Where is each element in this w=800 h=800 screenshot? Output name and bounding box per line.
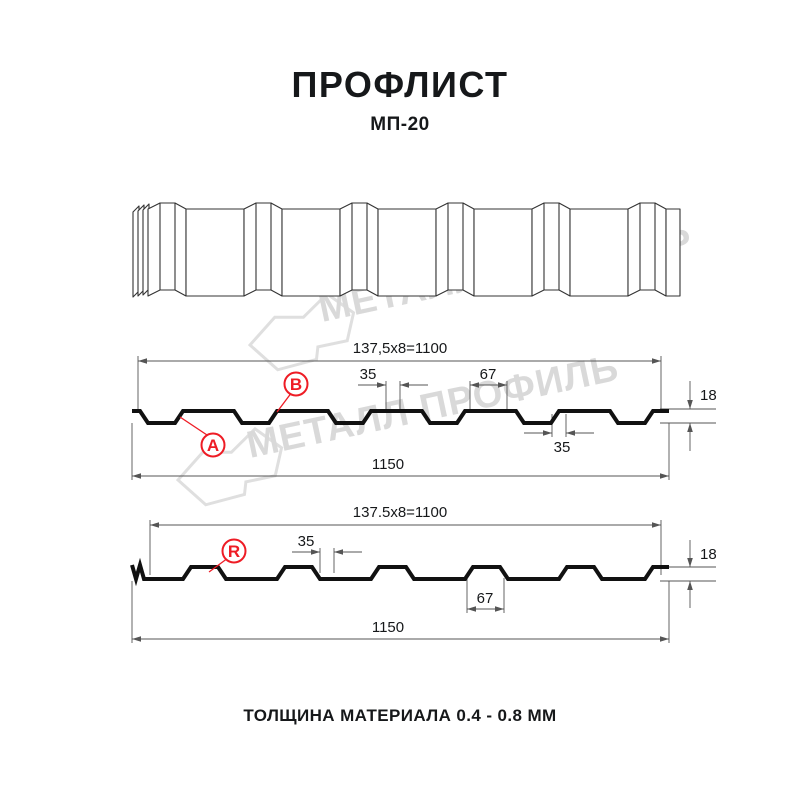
profile-top-section: 137,5x8=1100 35 67 bbox=[131, 340, 717, 480]
material-thickness-note: ТОЛЩИНА МАТЕРИАЛА 0.4 - 0.8 ММ bbox=[243, 706, 557, 725]
dim-35-top-label: 35 bbox=[360, 366, 377, 383]
isometric-view bbox=[132, 202, 681, 298]
marker-a: A bbox=[179, 416, 226, 458]
dim-1150-bottom bbox=[131, 581, 670, 643]
dim-67-bottom bbox=[466, 578, 505, 613]
marker-a-label: A bbox=[207, 436, 219, 455]
dim-18-top-label: 18 bbox=[700, 387, 717, 404]
dim-pitch-top bbox=[137, 356, 662, 412]
marker-r-label: R bbox=[228, 542, 240, 561]
metall-profil-logo bbox=[247, 291, 356, 372]
dim-pitch-top-label: 137,5x8=1100 bbox=[353, 340, 447, 357]
profile-bottom-polyline bbox=[130, 557, 669, 587]
dim-35-top bbox=[358, 381, 428, 409]
dim-35-bottom bbox=[292, 548, 362, 573]
dim-67-top bbox=[469, 381, 508, 409]
marker-b-label: B bbox=[290, 375, 302, 394]
dim-18-bottom-label: 18 bbox=[700, 546, 717, 563]
watermark-lower: МЕТАЛЛ ПРОФИЛЬ bbox=[175, 347, 623, 507]
dim-1150-top bbox=[131, 423, 670, 480]
dim-1150-top-label: 1150 bbox=[372, 456, 404, 473]
marker-b: B bbox=[276, 371, 309, 413]
dim-35-top-lower bbox=[524, 414, 594, 437]
dim-18-top bbox=[660, 381, 716, 451]
dim-67-bottom-label: 67 bbox=[477, 590, 494, 607]
profile-top-polyline bbox=[132, 409, 669, 425]
dim-35-top-lower-label: 35 bbox=[554, 439, 571, 456]
dim-67-top-label: 67 bbox=[480, 366, 497, 383]
profile-bottom-section: 137.5x8=1100 35 67 bbox=[130, 504, 717, 643]
marker-r: R bbox=[208, 538, 247, 573]
dim-pitch-bottom-label: 137.5x8=1100 bbox=[353, 504, 447, 521]
dim-35-bottom-label: 35 bbox=[298, 533, 315, 550]
dim-1150-bottom-label: 1150 bbox=[372, 619, 404, 636]
